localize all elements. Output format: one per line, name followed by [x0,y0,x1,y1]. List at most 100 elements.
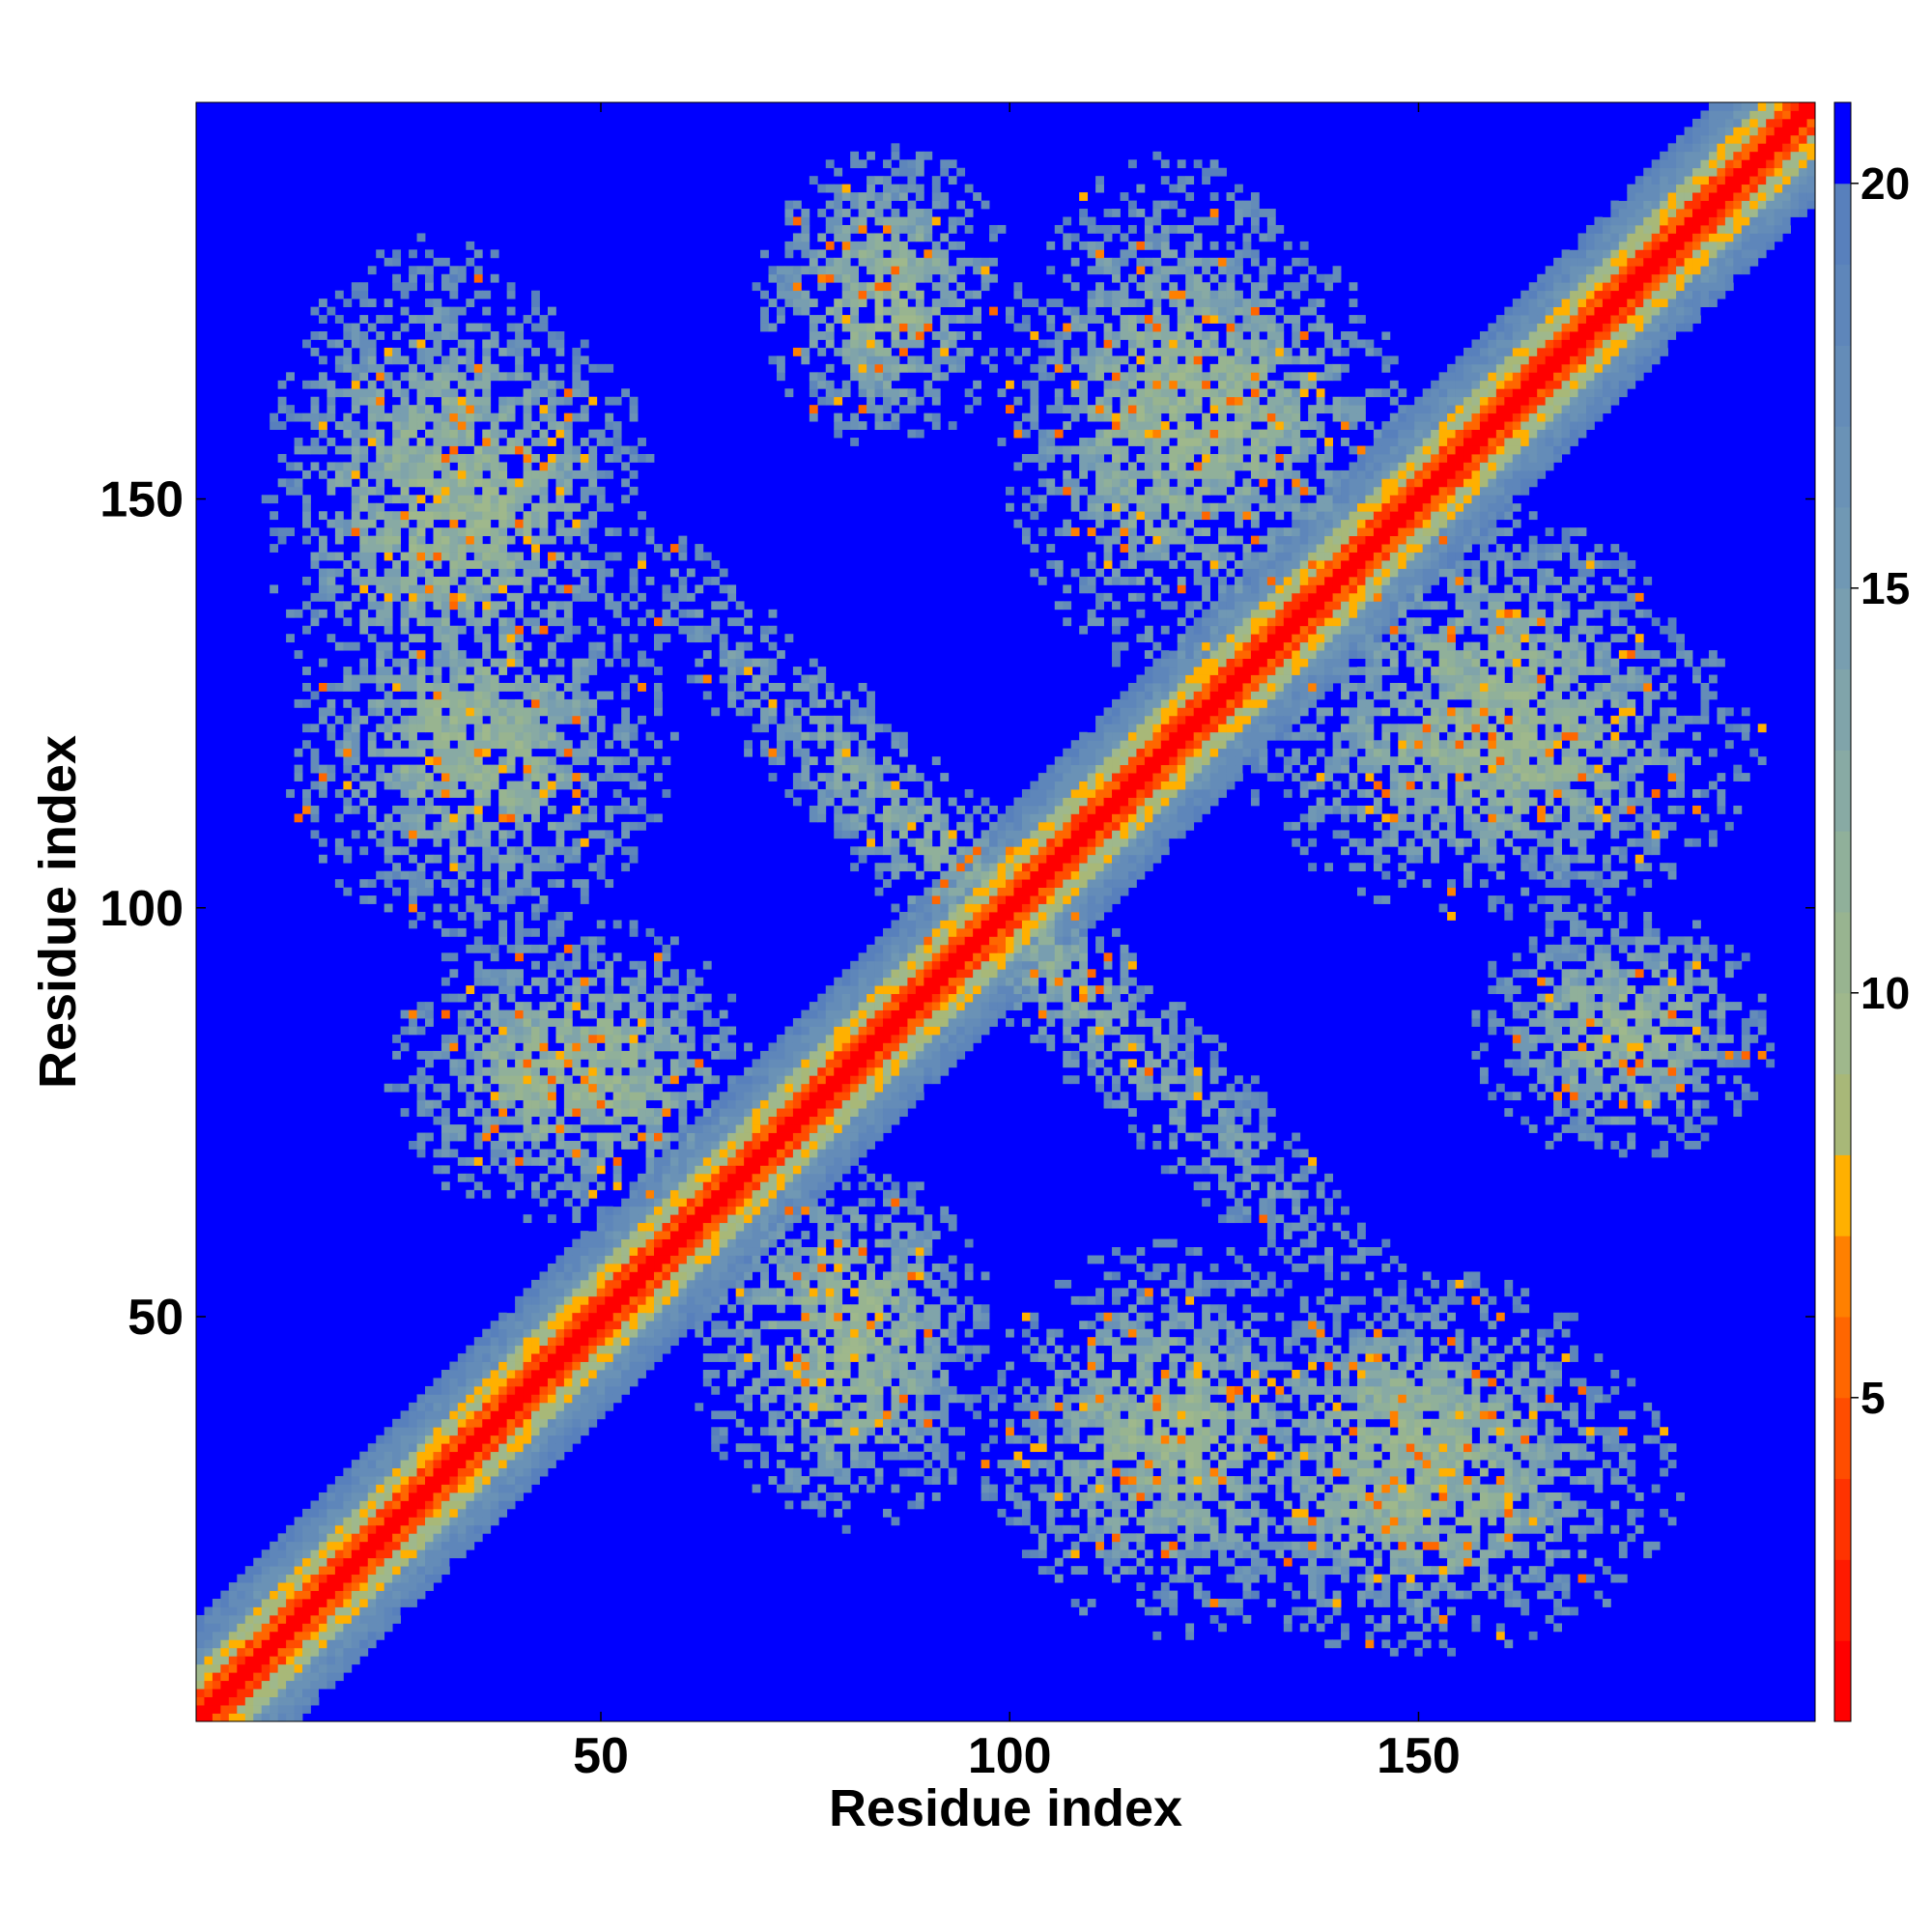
heatmap-cell [784,273,794,283]
heatmap-cell [629,1083,639,1093]
heatmap-cell [572,821,582,831]
heatmap-cell [539,797,549,807]
heatmap-cell [825,1165,835,1175]
heatmap-cell [425,347,434,356]
heatmap-cell [416,1099,426,1109]
heatmap-cell [588,805,598,814]
heatmap-cell [727,691,737,700]
heatmap-cell [302,535,311,545]
heatmap-cell [768,1066,778,1076]
heatmap-cell [686,592,696,602]
heatmap-cell [490,469,499,479]
heatmap-cell [686,1222,696,1232]
heatmap-cell [409,1402,417,1411]
heatmap-cell [662,1165,671,1175]
heatmap-cell [294,1713,303,1722]
heatmap-cell [711,1173,721,1182]
heatmap-cell [310,306,320,316]
heatmap-cell [801,1328,810,1338]
heatmap-cell [645,1222,655,1232]
heatmap-cell [392,1533,402,1543]
heatmap-cell [433,438,442,446]
heatmap-cell [580,1238,589,1248]
heatmap-cell [531,1066,540,1076]
heatmap-cell [817,1050,827,1060]
heatmap-cell [801,233,810,242]
heatmap-cell [621,445,631,455]
heatmap-cell [801,1092,810,1101]
heatmap-cell [334,462,344,471]
heatmap-cell [678,1312,688,1321]
heatmap-cell [719,1189,728,1199]
heatmap-cell [645,609,655,618]
heatmap-cell [409,380,417,389]
heatmap-cell [678,609,688,618]
heatmap-cell [294,1574,303,1583]
heatmap-cell [531,1435,540,1444]
heatmap-cell [253,1590,263,1600]
heatmap-cell [310,1541,320,1550]
heatmap-cell [572,445,582,455]
heatmap-cell [392,1590,402,1600]
heatmap-cell [490,601,499,611]
heatmap-cell [457,1132,467,1142]
heatmap-cell [466,584,475,594]
heatmap-cell [466,438,475,446]
heatmap-cell [523,1050,532,1060]
heatmap-cell [555,421,565,430]
heatmap-cell [473,412,483,422]
heatmap-cell [809,1059,818,1068]
heatmap-cell [638,1328,646,1338]
heatmap-cell [735,1099,745,1109]
heatmap-cell [294,1647,303,1657]
heatmap-cell [645,1345,655,1354]
heatmap-cell [498,977,508,986]
heatmap-cell [817,813,827,823]
heatmap-cell [367,674,377,684]
heatmap-cell [466,592,475,602]
heatmap-cell [588,789,598,798]
heatmap-cell [490,339,499,349]
heatmap-cell [457,266,467,275]
heatmap-cell [318,469,327,479]
heatmap-cell [539,1149,549,1158]
heatmap-cell [457,1484,467,1493]
heatmap-cell [449,781,459,790]
heatmap-cell [294,609,303,618]
heatmap-cell [638,1271,646,1281]
heatmap-cell [498,469,508,479]
heatmap-cell [621,1018,631,1027]
heatmap-cell [563,1328,573,1338]
heatmap-cell [359,339,369,349]
heatmap-cell [515,1050,524,1060]
heatmap-cell [515,1156,524,1166]
heatmap-cell [817,1173,827,1182]
heatmap-cell [409,1418,417,1428]
heatmap-cell [662,977,671,986]
heatmap-cell [400,1549,410,1559]
heatmap-cell [466,674,475,684]
heatmap-cell [563,1099,573,1109]
heatmap-cell [809,1378,818,1387]
heatmap-cell [310,609,320,618]
heatmap-cell [612,1116,622,1125]
heatmap-cell [473,535,483,545]
heatmap-cell [784,715,794,724]
heatmap-cell [367,339,377,349]
heatmap-cell [768,1198,778,1208]
heatmap-cell [702,625,712,635]
heatmap-cell [588,1263,598,1272]
heatmap-cell [367,462,377,471]
heatmap-cell [605,1263,614,1272]
heatmap-cell [752,658,761,668]
heatmap-cell [498,797,508,807]
heatmap-cell [409,920,417,929]
heatmap-cell [433,462,442,471]
heatmap-cell [376,535,385,545]
heatmap-cell [416,1484,426,1493]
heatmap-cell [457,821,467,831]
heatmap-cell [343,412,353,422]
heatmap-cell [834,1124,843,1133]
heatmap-cell [302,502,311,512]
heatmap-cell [473,1385,483,1395]
